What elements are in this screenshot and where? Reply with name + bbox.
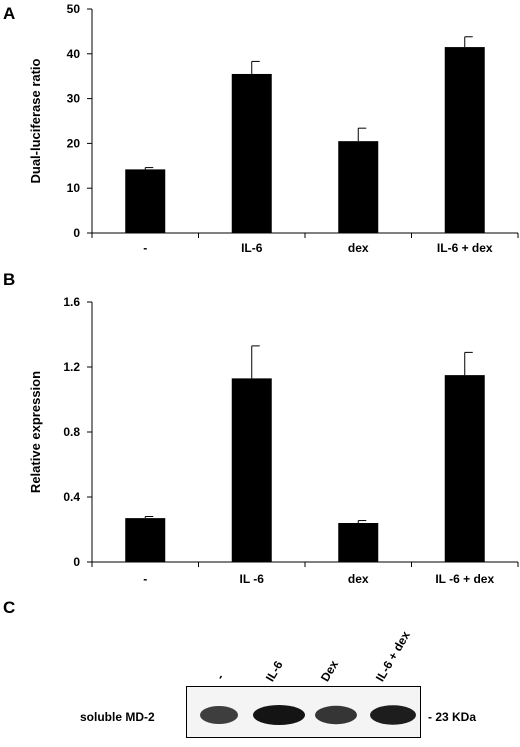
chart1-y-tick-label: 30 bbox=[67, 92, 81, 106]
blot-row-label: soluble MD-2 bbox=[80, 710, 155, 724]
chart1-y-tick-label: 50 bbox=[67, 2, 81, 16]
panel-label-b: B bbox=[3, 270, 16, 289]
chart1-y-axis-label: Dual-luciferase ratio bbox=[28, 58, 43, 183]
blot-band bbox=[200, 706, 238, 724]
blot-bands bbox=[200, 705, 416, 725]
chart1-y-tick-label: 40 bbox=[67, 47, 81, 61]
chart2-y-tick-label: 1.6 bbox=[63, 295, 80, 309]
chart1-bar bbox=[444, 47, 485, 233]
chart1-bar bbox=[231, 73, 272, 234]
blot-band bbox=[253, 705, 305, 725]
chart1-y-tick-label: 0 bbox=[73, 226, 80, 240]
chart2-category-label: IL -6 + dex bbox=[435, 572, 494, 586]
chart2-category-label: - bbox=[143, 572, 147, 586]
panel-label-a: A bbox=[3, 4, 16, 23]
chart2-bar bbox=[125, 518, 166, 562]
chart1-category-label: dex bbox=[348, 241, 369, 255]
figure-charts: 0 10 20 30 40 50 Dual-luciferase ratio - IL-6 dex… bbox=[28, 2, 519, 586]
chart2-bar bbox=[338, 523, 379, 562]
panel-label-c: C bbox=[3, 598, 16, 617]
blot-marker-label: - 23 KDa bbox=[428, 710, 477, 724]
chart1-category-label: - bbox=[143, 241, 147, 255]
chart1-category-label: IL-6 + dex bbox=[437, 241, 493, 255]
chart2-y-tick-label: 0.4 bbox=[63, 490, 80, 504]
chart2-bar bbox=[444, 375, 485, 562]
chart2-y-axis-label: Relative expression bbox=[28, 371, 43, 493]
chart2-y-tick-label: 0.8 bbox=[63, 425, 80, 439]
blot-band bbox=[370, 705, 416, 725]
chart2-bar bbox=[231, 378, 272, 562]
chart2-category-label: dex bbox=[348, 572, 369, 586]
chart1-y-tick-label: 20 bbox=[67, 136, 81, 150]
western-blot bbox=[186, 686, 421, 738]
chart2-category-label: IL -6 bbox=[240, 572, 265, 586]
chart1-bar bbox=[125, 169, 166, 233]
chart1-bar bbox=[338, 141, 379, 233]
blot-band bbox=[315, 705, 357, 725]
chart2-y-tick-label: 0 bbox=[73, 555, 80, 569]
chart1-category-label: IL-6 bbox=[241, 241, 263, 255]
chart1-y-tick-label: 10 bbox=[67, 181, 81, 195]
chart2-y-tick-label: 1.2 bbox=[63, 360, 80, 374]
